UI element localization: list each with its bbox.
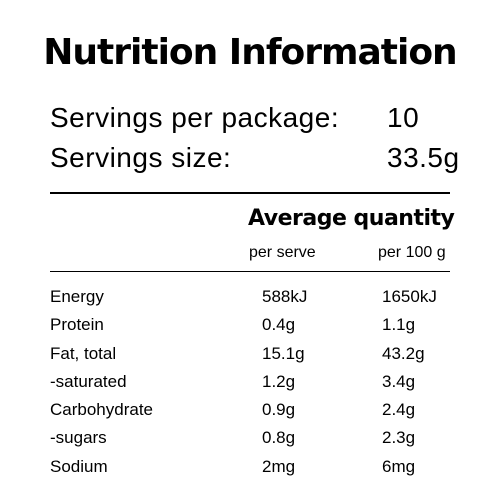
divider-bottom [50,271,450,272]
table-row: Carbohydrate 0.9g 2.4g [0,399,500,427]
per-100g-value: 6mg [382,457,416,476]
table-row: Energy 588kJ 1650kJ [0,286,500,314]
per-serve-header: per serve [249,244,316,261]
per-serve-value: 2mg [262,457,296,476]
nutrient-name: Carbohydrate [50,400,154,419]
nutrient-name: Energy [50,287,104,306]
per-serve-value: 15.1g [262,344,305,363]
nutrient-name: Fat, total [50,344,117,363]
per-serve-value: 0.4g [262,315,296,334]
nutrient-name: Sodium [50,457,108,476]
per-100g-value: 3.4g [382,372,416,391]
per-serve-value: 0.9g [262,400,296,419]
per-100g-value: 2.4g [382,400,416,419]
divider-top [50,192,450,194]
table-row: Fat, total 15.1g 43.2g [0,343,500,371]
table-row: -saturated 1.2g 3.4g [0,371,500,399]
per-serve-value: 588kJ [262,287,308,306]
page-title: Nutrition Information [43,32,457,73]
nutrient-name: -saturated [50,372,127,391]
per-serve-value: 1.2g [262,372,296,391]
average-quantity-header: Average quantity [248,206,455,231]
per-100g-value: 1.1g [382,315,416,334]
per-serve-value: 0.8g [262,428,296,447]
table-row: Protein 0.4g 1.1g [0,314,500,342]
per-100g-value: 43.2g [382,344,425,363]
nutrient-name: -sugars [50,428,107,447]
per-100g-header: per 100 g [378,244,446,261]
serving-size-label: Servings size: [50,142,232,173]
servings-per-package-label: Servings per package: [50,102,340,133]
serving-size-value: 33.5g [387,142,460,173]
per-100g-value: 2.3g [382,428,416,447]
table-row: -sugars 0.8g 2.3g [0,427,500,455]
servings-per-package-value: 10 [387,102,420,133]
per-100g-value: 1650kJ [382,287,437,306]
table-row: Sodium 2mg 6mg [0,456,500,484]
nutrient-name: Protein [50,315,104,334]
